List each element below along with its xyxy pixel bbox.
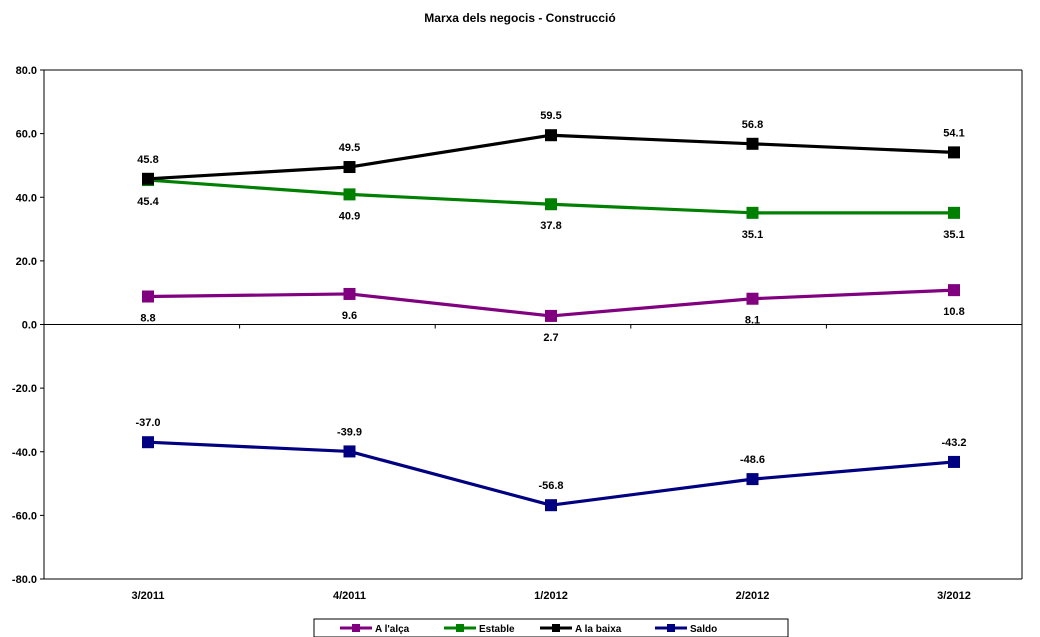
data-point bbox=[948, 146, 960, 159]
series-0: 8.8 9.6 2.7 8.1 10.8 bbox=[140, 284, 965, 344]
data-point bbox=[746, 206, 759, 219]
axes: 80.0 60.0 40.0 20.0 0.0 -20.0 -40.0 -60.0 -80.0 3… bbox=[12, 65, 1023, 602]
data-label: 35.1 bbox=[943, 229, 964, 241]
data-point bbox=[343, 161, 356, 174]
data-label: -43.2 bbox=[941, 437, 966, 449]
data-label: -37.0 bbox=[135, 417, 160, 429]
data-label: 59.5 bbox=[540, 110, 561, 122]
y-tick-label: -60.0 bbox=[12, 510, 37, 522]
data-label: 37.8 bbox=[540, 220, 561, 232]
legend-label: Estable bbox=[479, 624, 515, 635]
x-tick-label: 1/2012 bbox=[534, 590, 568, 602]
data-point bbox=[948, 455, 960, 468]
y-tick-label: 20.0 bbox=[16, 256, 37, 268]
series-1: 45.4 40.9 37.8 35.1 35.1 bbox=[137, 174, 965, 241]
data-label: 45.4 bbox=[137, 196, 159, 208]
y-tick-label: -40.0 bbox=[12, 447, 37, 459]
legend-marker bbox=[456, 624, 464, 632]
y-tick-label: -20.0 bbox=[12, 383, 37, 395]
series-line bbox=[147, 133, 955, 181]
data-point bbox=[948, 284, 960, 297]
data-point bbox=[343, 188, 356, 201]
legend-item: Estable bbox=[444, 624, 515, 635]
x-tick-label: 2/2012 bbox=[736, 590, 770, 602]
y-tick-label: -80.0 bbox=[12, 574, 37, 586]
legend-label: A l'alça bbox=[375, 624, 410, 635]
data-label: -56.8 bbox=[538, 480, 563, 492]
series-2: 45.8 49.5 59.5 56.8 54.1 bbox=[137, 110, 965, 185]
data-point bbox=[545, 499, 557, 512]
data-label: 8.1 bbox=[745, 315, 760, 327]
series-3: -37.0 -39.9 -56.8 -48.6 -43.2 bbox=[135, 417, 967, 512]
data-point bbox=[746, 137, 759, 150]
data-label: 9.6 bbox=[342, 310, 357, 322]
legend-marker bbox=[552, 624, 560, 632]
legend-marker bbox=[352, 624, 360, 632]
x-tick-label: 3/2011 bbox=[131, 590, 164, 602]
data-label: -39.9 bbox=[337, 426, 362, 438]
data-label: 10.8 bbox=[943, 306, 964, 318]
y-tick-label: 40.0 bbox=[16, 192, 37, 204]
data-point bbox=[545, 198, 557, 211]
series-line bbox=[147, 440, 955, 507]
data-point bbox=[746, 292, 759, 305]
legend-item: A la baixa bbox=[540, 624, 622, 635]
data-label: 40.9 bbox=[339, 210, 360, 222]
data-label: 8.8 bbox=[140, 313, 155, 325]
data-point bbox=[142, 436, 154, 449]
legend-item: Saldo bbox=[655, 624, 717, 635]
data-label: 54.1 bbox=[943, 127, 964, 139]
legend-item: A l'alça bbox=[340, 624, 410, 635]
series-layer: 8.8 9.6 2.7 8.1 10.8 45.4 40.9 37.8 35.1 35.1 45.8… bbox=[135, 110, 967, 512]
legend-marker bbox=[667, 624, 675, 632]
y-tick-label: 60.0 bbox=[16, 129, 37, 141]
x-tick-label: 4/2011 bbox=[333, 590, 366, 602]
chart-title: Marxa dels negocis - Construcció bbox=[424, 11, 615, 25]
data-point bbox=[545, 129, 557, 142]
y-tick-label: 80.0 bbox=[16, 65, 37, 77]
data-label: 45.8 bbox=[137, 154, 158, 166]
data-point bbox=[948, 206, 960, 219]
data-label: 2.7 bbox=[543, 332, 558, 344]
y-tick-label: 0.0 bbox=[22, 320, 37, 332]
data-point bbox=[142, 290, 154, 303]
x-tick-label: 3/2012 bbox=[937, 590, 971, 602]
data-point bbox=[343, 445, 356, 458]
data-point bbox=[746, 473, 759, 486]
legend-label: A la baixa bbox=[575, 624, 622, 635]
data-label: -48.6 bbox=[740, 454, 765, 466]
data-label: 56.8 bbox=[742, 119, 763, 131]
data-point bbox=[343, 287, 356, 300]
legend-label: Saldo bbox=[690, 624, 717, 635]
data-label: 49.5 bbox=[339, 142, 360, 154]
data-point bbox=[545, 309, 557, 322]
legend: A l'alça Estable A la baixa Saldo bbox=[313, 618, 789, 637]
data-label: 35.1 bbox=[742, 229, 763, 241]
data-point bbox=[142, 172, 154, 185]
